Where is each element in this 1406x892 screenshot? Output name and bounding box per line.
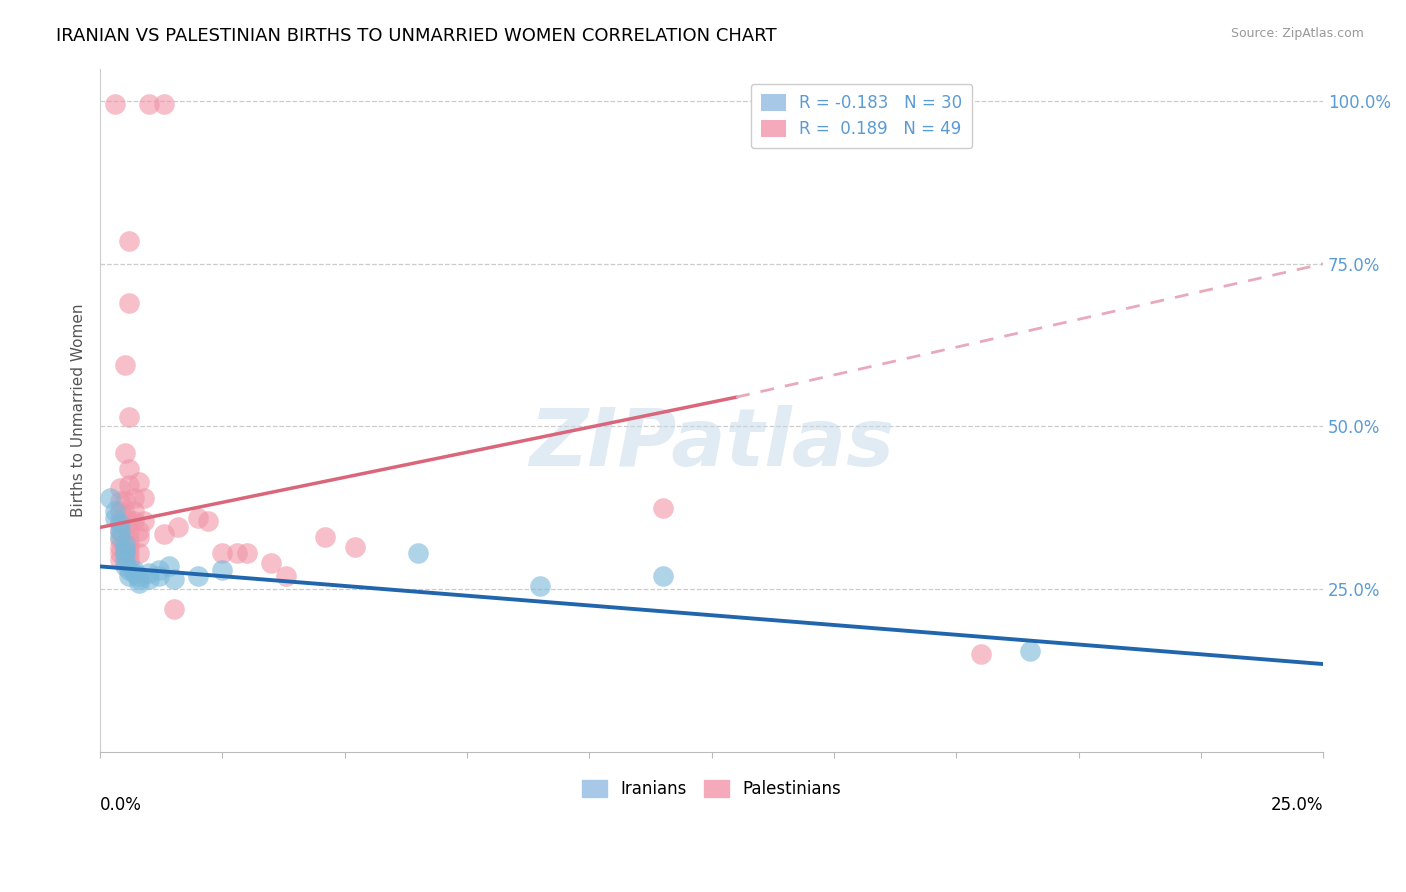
Point bbox=[128, 530, 150, 544]
Point bbox=[114, 358, 136, 372]
Point bbox=[118, 540, 141, 554]
Point bbox=[187, 510, 209, 524]
Point bbox=[128, 546, 150, 560]
Point bbox=[162, 573, 184, 587]
Point bbox=[108, 546, 131, 560]
Point bbox=[260, 556, 283, 570]
Point bbox=[108, 504, 131, 518]
Point bbox=[114, 508, 136, 522]
Point bbox=[108, 540, 131, 554]
Point bbox=[118, 533, 141, 548]
Point bbox=[211, 546, 233, 560]
Point bbox=[108, 553, 131, 567]
Point bbox=[118, 524, 141, 538]
Point bbox=[114, 536, 136, 550]
Text: 25.0%: 25.0% bbox=[1271, 797, 1323, 814]
Point bbox=[104, 510, 127, 524]
Point bbox=[211, 563, 233, 577]
Point bbox=[114, 546, 136, 560]
Point bbox=[1018, 644, 1040, 658]
Point bbox=[970, 648, 993, 662]
Point bbox=[138, 566, 160, 580]
Text: 0.0%: 0.0% bbox=[100, 797, 142, 814]
Point bbox=[138, 573, 160, 587]
Point bbox=[124, 514, 146, 528]
Point bbox=[108, 517, 131, 532]
Point bbox=[118, 569, 141, 583]
Point bbox=[108, 514, 131, 528]
Point bbox=[118, 553, 141, 567]
Point bbox=[108, 530, 131, 544]
Point bbox=[226, 546, 249, 560]
Point bbox=[148, 563, 170, 577]
Point bbox=[118, 295, 141, 310]
Point bbox=[114, 494, 136, 508]
Point bbox=[406, 546, 429, 560]
Point bbox=[118, 234, 141, 248]
Point bbox=[134, 514, 156, 528]
Point bbox=[108, 533, 131, 548]
Point bbox=[197, 514, 219, 528]
Point bbox=[152, 97, 174, 112]
Point bbox=[104, 504, 127, 518]
Text: ZIPatlas: ZIPatlas bbox=[529, 405, 894, 483]
Point bbox=[118, 462, 141, 476]
Point bbox=[118, 514, 141, 528]
Y-axis label: Births to Unmarried Women: Births to Unmarried Women bbox=[72, 303, 86, 517]
Point bbox=[124, 566, 146, 580]
Point bbox=[124, 504, 146, 518]
Point bbox=[148, 569, 170, 583]
Point bbox=[162, 601, 184, 615]
Point bbox=[118, 546, 141, 560]
Point bbox=[124, 563, 146, 577]
Point bbox=[128, 575, 150, 590]
Point bbox=[108, 524, 131, 538]
Point bbox=[138, 97, 160, 112]
Point bbox=[114, 445, 136, 459]
Point bbox=[114, 543, 136, 558]
Point bbox=[114, 553, 136, 567]
Point bbox=[108, 494, 131, 508]
Point bbox=[128, 573, 150, 587]
Point bbox=[157, 559, 180, 574]
Point bbox=[108, 524, 131, 538]
Point bbox=[104, 97, 127, 112]
Point bbox=[134, 491, 156, 505]
Point bbox=[128, 569, 150, 583]
Point bbox=[651, 569, 673, 583]
Point bbox=[124, 491, 146, 505]
Point bbox=[167, 520, 190, 534]
Point bbox=[314, 530, 336, 544]
Point bbox=[152, 527, 174, 541]
Point bbox=[343, 540, 366, 554]
Point bbox=[236, 546, 259, 560]
Point bbox=[187, 569, 209, 583]
Point bbox=[118, 409, 141, 424]
Point bbox=[114, 559, 136, 574]
Point bbox=[651, 500, 673, 515]
Point bbox=[118, 563, 141, 577]
Point bbox=[128, 475, 150, 489]
Text: Source: ZipAtlas.com: Source: ZipAtlas.com bbox=[1230, 27, 1364, 40]
Text: IRANIAN VS PALESTINIAN BIRTHS TO UNMARRIED WOMEN CORRELATION CHART: IRANIAN VS PALESTINIAN BIRTHS TO UNMARRI… bbox=[56, 27, 778, 45]
Legend: Iranians, Palestinians: Iranians, Palestinians bbox=[575, 773, 848, 805]
Point bbox=[128, 524, 150, 538]
Point bbox=[529, 579, 551, 593]
Point bbox=[108, 481, 131, 495]
Point bbox=[98, 491, 121, 505]
Point bbox=[118, 478, 141, 492]
Point bbox=[274, 569, 297, 583]
